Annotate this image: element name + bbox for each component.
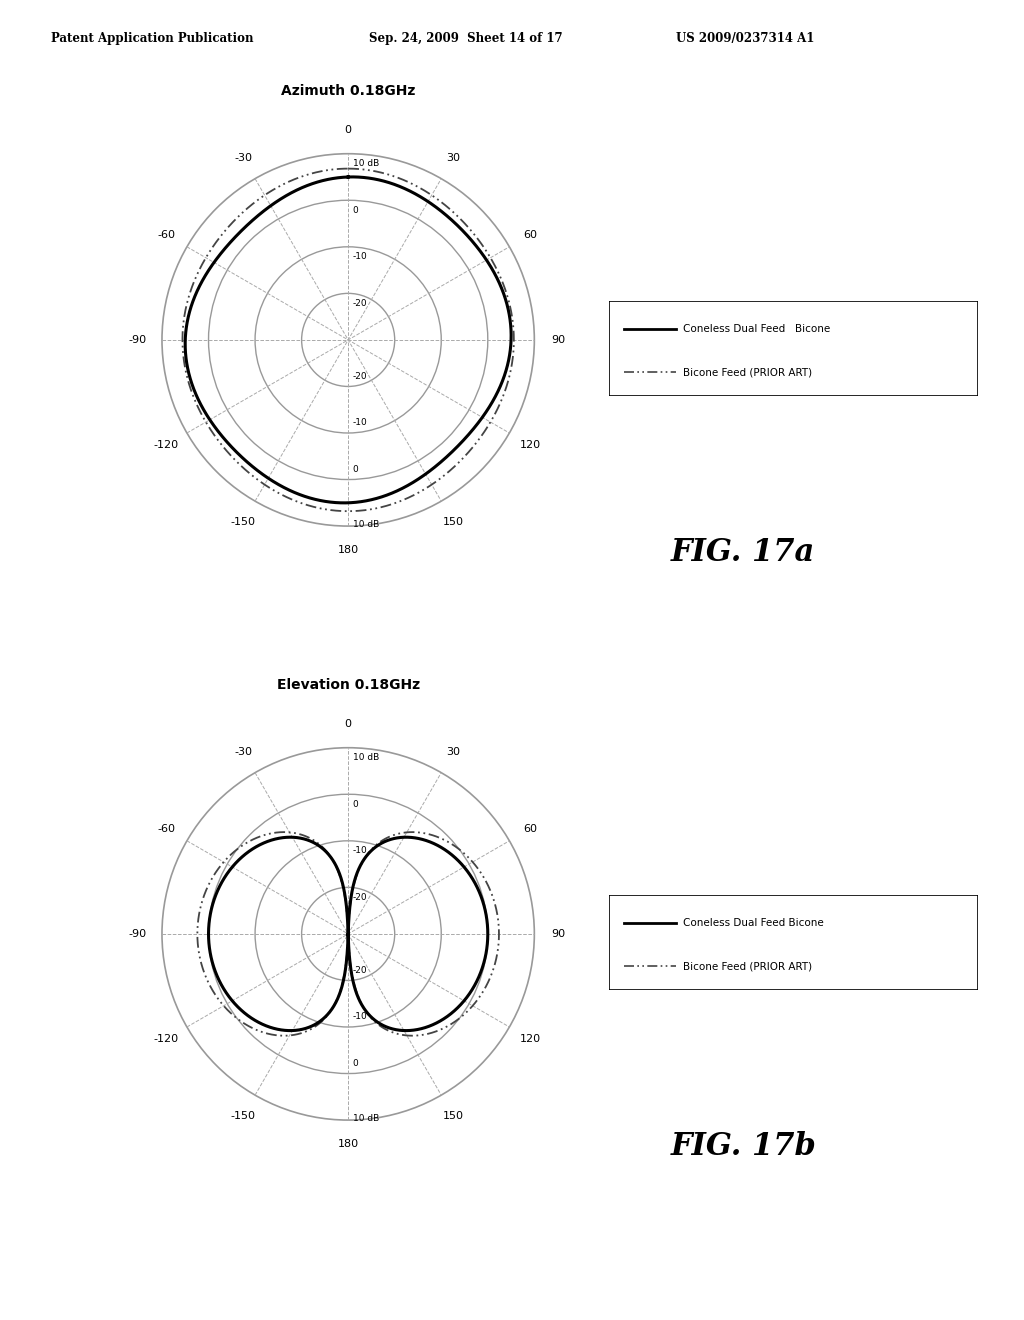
Text: -90: -90 bbox=[129, 335, 146, 345]
Text: 120: 120 bbox=[520, 440, 541, 450]
Text: 30: 30 bbox=[446, 747, 461, 756]
Text: -20: -20 bbox=[353, 966, 368, 975]
Text: 0: 0 bbox=[353, 800, 358, 809]
Text: US 2009/0237314 A1: US 2009/0237314 A1 bbox=[676, 32, 814, 45]
FancyBboxPatch shape bbox=[609, 895, 978, 990]
Text: -10: -10 bbox=[353, 1012, 368, 1022]
Text: 10 dB: 10 dB bbox=[353, 520, 379, 529]
FancyBboxPatch shape bbox=[609, 301, 978, 396]
Text: 0: 0 bbox=[345, 124, 351, 135]
Text: 180: 180 bbox=[338, 1139, 358, 1150]
Text: -120: -120 bbox=[154, 440, 178, 450]
Text: Bicone Feed (PRIOR ART): Bicone Feed (PRIOR ART) bbox=[683, 961, 812, 972]
Text: 120: 120 bbox=[520, 1034, 541, 1044]
Text: Patent Application Publication: Patent Application Publication bbox=[51, 32, 254, 45]
Text: 90: 90 bbox=[552, 335, 565, 345]
Text: -30: -30 bbox=[233, 747, 252, 756]
Text: 180: 180 bbox=[338, 545, 358, 556]
Text: 90: 90 bbox=[552, 929, 565, 939]
Text: 0: 0 bbox=[353, 206, 358, 215]
Text: 10 dB: 10 dB bbox=[353, 160, 379, 169]
Text: -20: -20 bbox=[353, 372, 368, 381]
Text: 0: 0 bbox=[353, 465, 358, 474]
Text: 10 dB: 10 dB bbox=[353, 754, 379, 763]
Text: -120: -120 bbox=[154, 1034, 178, 1044]
Text: 150: 150 bbox=[442, 517, 464, 527]
Text: 0: 0 bbox=[345, 718, 351, 729]
Text: 60: 60 bbox=[523, 824, 538, 834]
Text: -10: -10 bbox=[353, 252, 368, 261]
Text: -150: -150 bbox=[230, 1111, 255, 1121]
Text: FIG. 17a: FIG. 17a bbox=[671, 537, 815, 568]
Text: 30: 30 bbox=[446, 153, 461, 162]
Text: Coneless Dual Feed Bicone: Coneless Dual Feed Bicone bbox=[683, 919, 823, 928]
Text: Sep. 24, 2009  Sheet 14 of 17: Sep. 24, 2009 Sheet 14 of 17 bbox=[369, 32, 562, 45]
Text: Coneless Dual Feed   Bicone: Coneless Dual Feed Bicone bbox=[683, 325, 830, 334]
Text: -20: -20 bbox=[353, 892, 368, 902]
Text: -10: -10 bbox=[353, 846, 368, 855]
Text: 0: 0 bbox=[353, 1059, 358, 1068]
Text: -60: -60 bbox=[157, 824, 175, 834]
Text: Azimuth 0.18GHz: Azimuth 0.18GHz bbox=[281, 84, 416, 98]
Text: -10: -10 bbox=[353, 418, 368, 428]
Text: -150: -150 bbox=[230, 517, 255, 527]
Text: 60: 60 bbox=[523, 230, 538, 240]
Text: -60: -60 bbox=[157, 230, 175, 240]
Text: Elevation 0.18GHz: Elevation 0.18GHz bbox=[276, 678, 420, 692]
Text: 150: 150 bbox=[442, 1111, 464, 1121]
Text: -30: -30 bbox=[233, 153, 252, 162]
Text: 10 dB: 10 dB bbox=[353, 1114, 379, 1123]
Text: Bicone Feed (PRIOR ART): Bicone Feed (PRIOR ART) bbox=[683, 367, 812, 378]
Text: -90: -90 bbox=[129, 929, 146, 939]
Text: FIG. 17b: FIG. 17b bbox=[671, 1131, 816, 1162]
Text: -20: -20 bbox=[353, 298, 368, 308]
